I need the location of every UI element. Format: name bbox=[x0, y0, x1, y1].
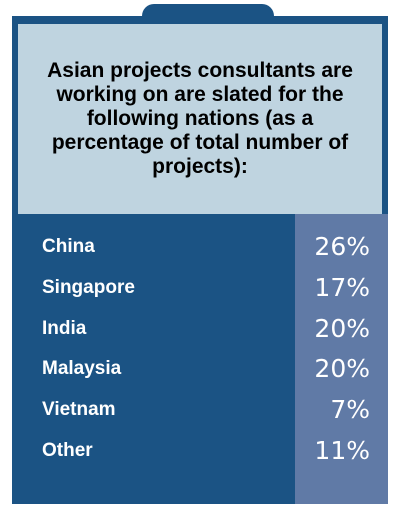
percentage-value: 20% bbox=[314, 313, 370, 343]
chart-title: Asian projects consultants are working o… bbox=[47, 59, 353, 178]
country-label: Other bbox=[42, 440, 93, 461]
value-column-background bbox=[295, 214, 388, 504]
country-label: Vietnam bbox=[42, 399, 116, 421]
country-label: India bbox=[42, 317, 87, 339]
percentage-value: 7% bbox=[330, 395, 370, 425]
country-label: China bbox=[42, 236, 95, 257]
percentage-value: 26% bbox=[314, 232, 370, 261]
percentage-value: 20% bbox=[314, 354, 370, 384]
country-label: Malaysia bbox=[42, 358, 122, 380]
percentage-value: 17% bbox=[314, 272, 370, 302]
percentage-value: 11% bbox=[314, 436, 370, 465]
table-row: India 20% bbox=[18, 311, 382, 347]
country-label: Singapore bbox=[42, 276, 135, 298]
table-row: China 26% bbox=[18, 229, 382, 265]
table-row: Vietnam 7% bbox=[18, 392, 382, 428]
table-row: Other 11% bbox=[18, 433, 382, 469]
table-row: Malaysia 20% bbox=[18, 351, 382, 387]
header-panel: Asian projects consultants are working o… bbox=[18, 24, 382, 214]
data-table: China 26% Singapore 17% India 20% Malaysia 20% V… bbox=[18, 214, 382, 504]
table-row: Singapore 17% bbox=[18, 270, 382, 306]
